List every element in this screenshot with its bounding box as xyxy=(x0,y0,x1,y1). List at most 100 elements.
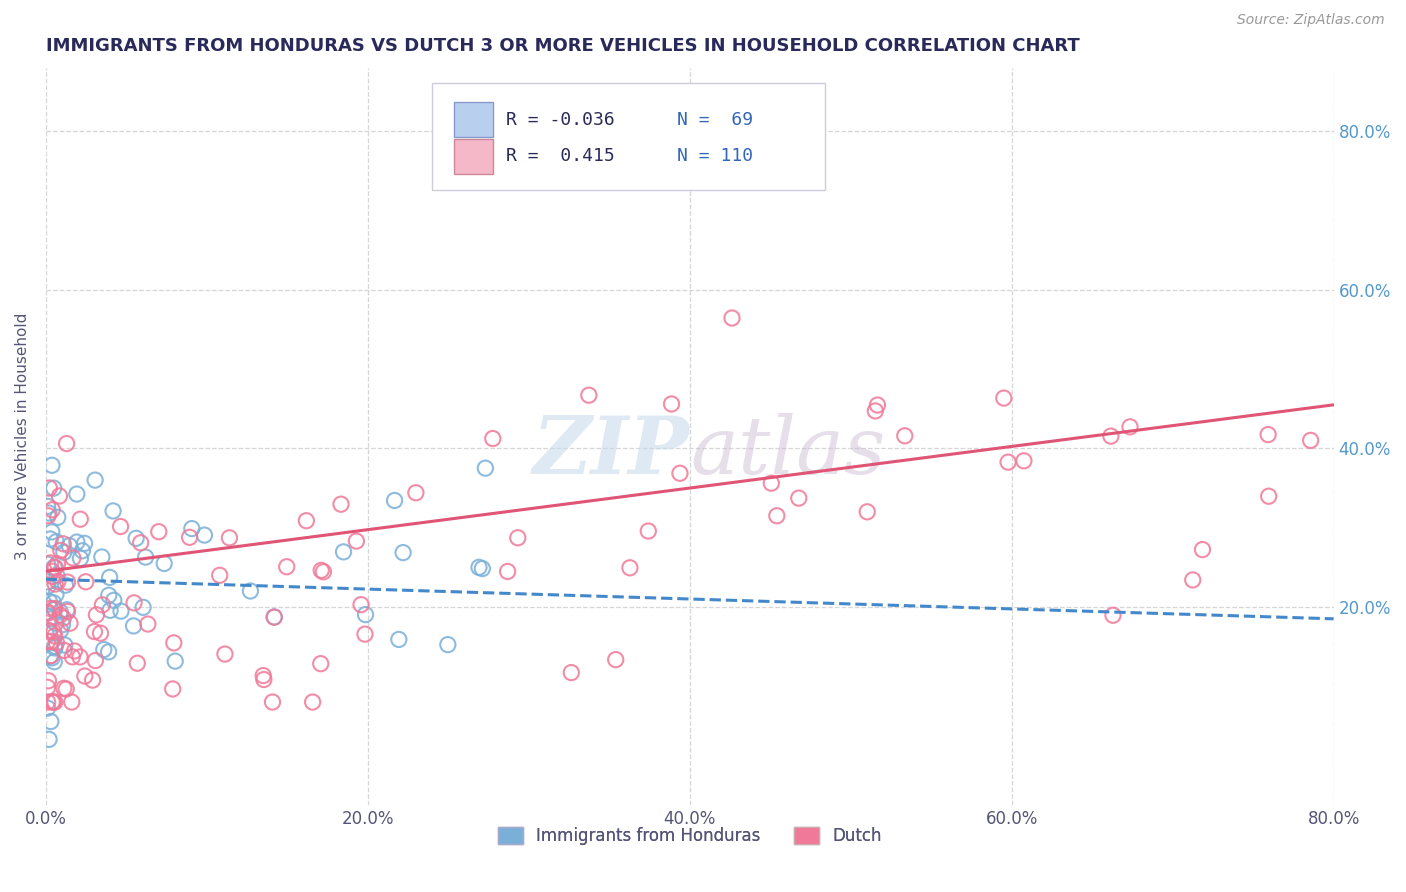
Point xyxy=(309,657,332,671)
Point xyxy=(51,617,73,632)
Point xyxy=(276,559,298,574)
Point xyxy=(42,695,65,709)
Point xyxy=(42,625,65,640)
Point xyxy=(468,560,491,574)
Point xyxy=(73,536,96,550)
Point xyxy=(45,534,67,549)
Y-axis label: 3 or more Vehicles in Household: 3 or more Vehicles in Household xyxy=(15,313,30,560)
Point xyxy=(58,539,80,553)
Point xyxy=(53,638,76,652)
Point xyxy=(132,600,155,615)
Point xyxy=(506,531,529,545)
Point xyxy=(45,568,67,582)
Point xyxy=(97,645,120,659)
Point xyxy=(41,650,63,665)
Point xyxy=(474,461,496,475)
Point xyxy=(1012,454,1035,468)
Point xyxy=(53,643,76,657)
Point xyxy=(52,611,75,625)
Point xyxy=(162,681,184,696)
Point xyxy=(721,311,744,326)
Point xyxy=(437,638,460,652)
Point xyxy=(354,627,377,641)
Point xyxy=(49,543,72,558)
Point xyxy=(49,624,72,638)
Point xyxy=(39,556,62,570)
Point xyxy=(55,436,77,450)
Point xyxy=(997,455,1019,469)
Point xyxy=(38,732,60,747)
Point xyxy=(37,673,59,688)
Point xyxy=(122,619,145,633)
Point xyxy=(148,524,170,539)
Point xyxy=(37,695,59,709)
Point xyxy=(90,549,112,564)
Point xyxy=(97,588,120,602)
Point xyxy=(93,642,115,657)
Point xyxy=(619,561,641,575)
Point xyxy=(661,397,683,411)
Point xyxy=(44,655,66,669)
FancyBboxPatch shape xyxy=(454,139,492,174)
Point xyxy=(405,485,427,500)
Point xyxy=(69,512,91,526)
Point xyxy=(44,577,66,591)
Point xyxy=(84,654,107,668)
Point xyxy=(72,543,94,558)
Point xyxy=(193,528,215,542)
Legend: Immigrants from Honduras, Dutch: Immigrants from Honduras, Dutch xyxy=(491,821,889,852)
Point xyxy=(41,502,63,516)
Point xyxy=(218,531,240,545)
Point xyxy=(63,644,86,658)
Point xyxy=(39,612,62,626)
Point xyxy=(179,530,201,544)
Point xyxy=(214,647,236,661)
Point xyxy=(56,575,79,590)
Point xyxy=(42,560,65,574)
Point xyxy=(605,652,627,666)
Point xyxy=(52,537,75,551)
Point xyxy=(37,634,59,648)
Point xyxy=(993,391,1015,405)
Point xyxy=(41,569,63,583)
Point xyxy=(496,565,519,579)
Point xyxy=(295,514,318,528)
Point xyxy=(55,578,77,592)
Point xyxy=(136,617,159,632)
Point xyxy=(1119,420,1142,434)
Point xyxy=(866,398,889,412)
Point xyxy=(60,695,83,709)
Point xyxy=(787,491,810,505)
Point xyxy=(38,481,60,495)
Point xyxy=(180,522,202,536)
Point xyxy=(856,505,879,519)
Point xyxy=(37,681,59,695)
Point xyxy=(69,551,91,566)
Text: R =  0.415: R = 0.415 xyxy=(506,147,614,165)
Text: atlas: atlas xyxy=(690,412,886,490)
Point xyxy=(83,624,105,639)
Text: Source: ZipAtlas.com: Source: ZipAtlas.com xyxy=(1237,13,1385,28)
Point xyxy=(354,607,377,622)
Point xyxy=(252,668,274,682)
Point xyxy=(98,603,121,617)
Point xyxy=(1099,429,1122,443)
Point xyxy=(37,557,59,571)
Text: ZIP: ZIP xyxy=(533,412,690,490)
Point xyxy=(560,665,582,680)
Point xyxy=(1191,542,1213,557)
Point xyxy=(46,510,69,524)
Point xyxy=(60,649,83,664)
Text: N = 110: N = 110 xyxy=(676,147,754,165)
Point xyxy=(165,654,187,668)
Point xyxy=(253,673,276,687)
Point xyxy=(46,557,69,571)
Point xyxy=(766,508,789,523)
Point xyxy=(84,473,107,487)
Point xyxy=(38,506,60,520)
Point xyxy=(66,487,89,501)
Point xyxy=(125,532,148,546)
Point xyxy=(37,574,59,589)
Point xyxy=(263,610,285,624)
Point xyxy=(239,584,262,599)
